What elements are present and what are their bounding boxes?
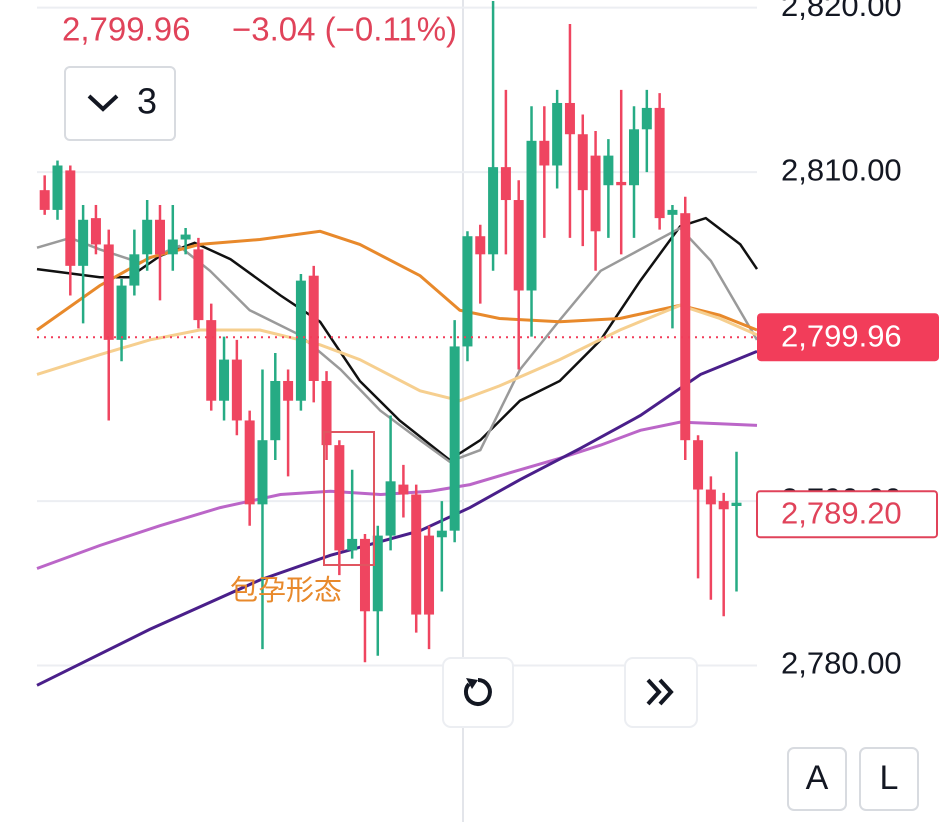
candle-body (488, 167, 499, 255)
change: −3.04 (−0.11%) (232, 11, 457, 48)
candle-body (552, 102, 563, 166)
plot (36, 0, 759, 687)
candle-body (603, 155, 614, 186)
candle-body (39, 190, 50, 210)
candle-body (462, 236, 473, 347)
candle-body (78, 219, 89, 266)
candle-body (347, 538, 358, 551)
candle-body (590, 155, 601, 232)
candle-body (219, 359, 230, 401)
price-tag (757, 313, 939, 362)
candle-body (654, 107, 665, 219)
candle-body (129, 254, 140, 286)
candle-body (731, 502, 742, 506)
candle-body (193, 249, 204, 321)
candle-body (475, 236, 486, 255)
candle-body (641, 107, 652, 130)
annotation: 包孕形态 (230, 574, 342, 605)
candle-body (705, 489, 716, 505)
button-label: A (806, 759, 829, 797)
candle-body (206, 320, 217, 401)
candle-body (321, 380, 332, 446)
candle-body (680, 213, 691, 441)
price-tag-label: 2,799.96 (781, 318, 902, 353)
reset-button[interactable] (442, 657, 514, 728)
candle-body (372, 535, 383, 612)
candle-body (295, 280, 306, 401)
candle-body (103, 244, 114, 340)
scale-button[interactable]: L (859, 747, 919, 811)
candle-body (424, 535, 435, 615)
candle-body (667, 209, 678, 215)
moving-average (36, 229, 758, 332)
candle-body (116, 285, 127, 340)
price-tag (756, 490, 938, 539)
indicator-button[interactable]: 3 (64, 66, 176, 141)
candle-body (411, 494, 422, 615)
y-tick-label: 2,810.00 (781, 152, 902, 187)
button-label: L (880, 759, 899, 797)
candle-body (449, 346, 460, 531)
candle-body (526, 140, 537, 291)
moving-average (36, 420, 758, 570)
candle-body (500, 167, 511, 201)
scale-button[interactable]: A (787, 747, 847, 811)
candle-body (693, 440, 704, 490)
y-tick-label: 2,780.00 (781, 646, 902, 681)
candle-body (154, 219, 165, 255)
candle-body (334, 445, 345, 551)
candle-body (65, 170, 76, 266)
candle-body (308, 275, 319, 381)
candle-body (180, 234, 191, 240)
price: 2,799.96 (62, 11, 190, 48)
candle-body (257, 440, 268, 505)
candle-body (244, 420, 255, 505)
button-frame (859, 747, 919, 811)
candle-body (513, 200, 524, 291)
scroll-button[interactable] (624, 657, 698, 728)
button-frame (787, 747, 847, 811)
candle-body (359, 538, 370, 612)
candle-body (629, 129, 640, 186)
moving-average (36, 303, 758, 403)
candle-body (539, 140, 550, 166)
candle-body (231, 359, 242, 421)
candle-body (52, 165, 63, 210)
candle-body (385, 481, 396, 536)
candle-body (616, 181, 627, 186)
candle-body (283, 380, 294, 401)
candle-body (270, 380, 281, 441)
candle-body (142, 219, 153, 255)
candle-body (90, 218, 101, 245)
indicator-count: 3 (137, 81, 157, 122)
price-tag-label: 2,789.20 (781, 495, 902, 530)
candle-body (167, 239, 178, 255)
candle-body (577, 134, 588, 191)
y-tick-label: 2,820.00 (781, 0, 902, 23)
candle-body (436, 530, 447, 538)
candle-body (564, 102, 575, 135)
moving-average (36, 350, 758, 687)
candle-body (718, 501, 729, 510)
pattern-box (323, 431, 375, 566)
candle-body (398, 484, 409, 495)
